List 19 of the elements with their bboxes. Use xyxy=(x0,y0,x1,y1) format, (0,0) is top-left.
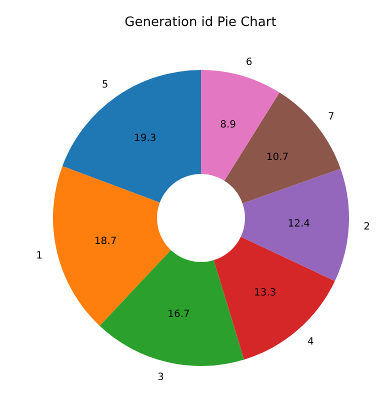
slice-label: 1 xyxy=(36,250,42,262)
data-label: 16.7 xyxy=(168,308,190,320)
chart-title: Generation id Pie Chart xyxy=(124,15,276,30)
donut-slice xyxy=(100,250,244,366)
slice-label: 3 xyxy=(158,372,164,384)
slice-label: 7 xyxy=(328,112,334,123)
slice-label: 6 xyxy=(246,57,252,68)
data-label: 12.4 xyxy=(288,218,310,230)
slice-label: 2 xyxy=(364,222,370,233)
data-label: 19.3 xyxy=(134,132,156,144)
data-label: 8.9 xyxy=(220,119,236,130)
slice-label: 5 xyxy=(102,80,108,91)
data-label: 18.7 xyxy=(94,236,117,247)
donut-slice xyxy=(240,168,349,282)
data-label: 13.3 xyxy=(254,288,276,299)
donut-slice xyxy=(62,70,201,203)
data-label: 10.7 xyxy=(266,152,289,164)
slice-label: 4 xyxy=(308,336,314,348)
donut-slice xyxy=(214,236,335,360)
